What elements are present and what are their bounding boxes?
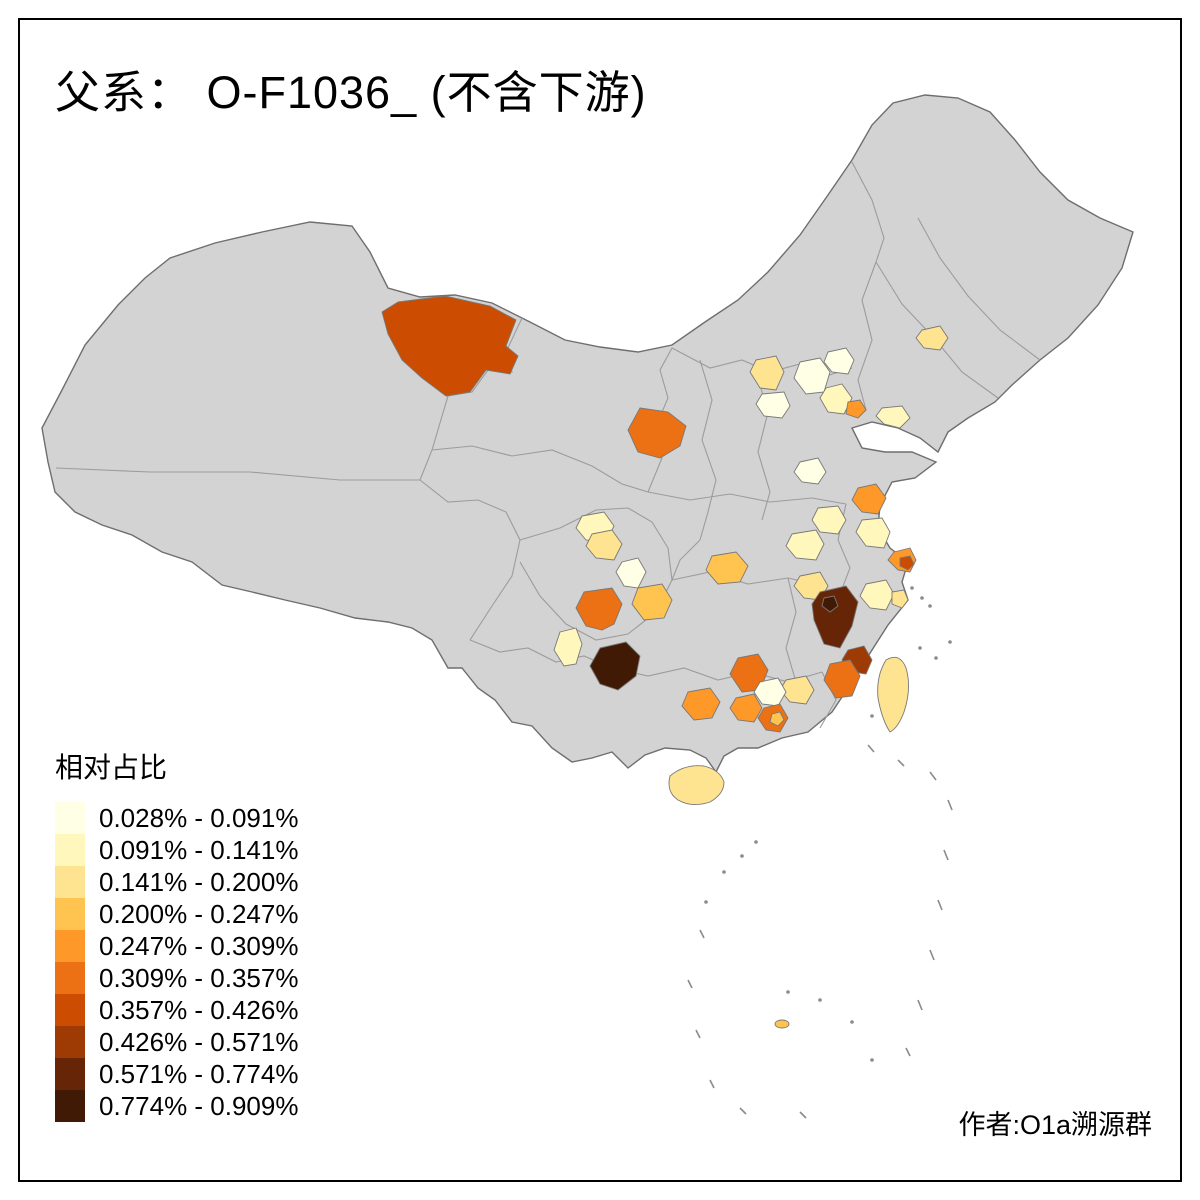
- legend-swatch: [55, 930, 85, 962]
- legend-row: 0.091% - 0.141%: [55, 834, 298, 866]
- legend-label: 0.200% - 0.247%: [99, 898, 299, 929]
- legend-row: 0.028% - 0.091%: [55, 802, 298, 834]
- legend-swatch: [55, 834, 85, 866]
- legend-swatch: [55, 1026, 85, 1058]
- page-title: 父系： O-F1036_ (不含下游): [55, 67, 647, 118]
- legend-label: 0.357% - 0.426%: [99, 994, 299, 1025]
- legend-swatch: [55, 898, 85, 930]
- legend-label: 0.028% - 0.091%: [99, 802, 299, 833]
- map-region-xinjiang-east: [381, 295, 519, 397]
- map-region-chengdu: [585, 529, 623, 561]
- legend-rows: 0.028% - 0.091% 0.091% - 0.141% 0.141% - 0…: [55, 802, 298, 1122]
- map-region-wuzhou: [729, 693, 763, 723]
- map-region-ningxia: [627, 407, 687, 459]
- legend-label: 0.426% - 0.571%: [99, 1026, 299, 1057]
- map-region-chongqing-e: [631, 583, 673, 621]
- legend-label: 0.309% - 0.357%: [99, 962, 299, 993]
- china-mainland: [41, 94, 1134, 774]
- legend-label: 0.091% - 0.141%: [99, 834, 299, 865]
- legend: 相对占比 0.028% - 0.091% 0.091% - 0.141% 0.141…: [55, 746, 298, 1122]
- legend-row: 0.426% - 0.571%: [55, 1026, 298, 1058]
- map-region-tianjin: [819, 383, 853, 415]
- map-region-guizhou: [589, 641, 641, 691]
- legend-row: 0.571% - 0.774%: [55, 1058, 298, 1090]
- map-region-baoding: [755, 391, 791, 419]
- map-region-yunnan-ne: [553, 627, 583, 667]
- map-region-pratas: [774, 1019, 790, 1029]
- map-region-jiangsu-n: [851, 483, 887, 515]
- map-region-hubei: [705, 551, 749, 585]
- legend-row: 0.247% - 0.309%: [55, 930, 298, 962]
- map-region-ningbo: [891, 589, 909, 609]
- legend-title: 相对占比: [55, 752, 168, 783]
- legend-row: 0.141% - 0.200%: [55, 866, 298, 898]
- legend-row: 0.200% - 0.247%: [55, 898, 298, 930]
- map-region-liaoning-w: [915, 325, 949, 351]
- legend-swatch: [55, 802, 85, 834]
- legend-label: 0.247% - 0.309%: [99, 930, 299, 961]
- sea-island-marks: [687, 586, 953, 1119]
- map-region-guangxi-e: [681, 687, 721, 721]
- legend-swatch: [55, 1090, 85, 1122]
- legend-swatch: [55, 866, 85, 898]
- map-region-taiwan: [877, 656, 909, 733]
- map-region-hebei-coast: [845, 399, 867, 419]
- map-region-quzhou-dark: [821, 595, 839, 613]
- legend-label: 0.774% - 0.909%: [99, 1090, 299, 1121]
- map-region-jiangsu-s: [855, 517, 891, 549]
- legend-label: 0.141% - 0.200%: [99, 866, 299, 897]
- attribution-text: 作者:O1a溯源群: [958, 1110, 1152, 1140]
- legend-label: 0.571% - 0.774%: [99, 1058, 299, 1089]
- legend-swatch: [55, 1058, 85, 1090]
- legend-row: 0.357% - 0.426%: [55, 994, 298, 1026]
- map-region-fujian-s: [823, 659, 861, 699]
- legend-row: 0.774% - 0.909%: [55, 1090, 298, 1122]
- map-region-chongqing: [575, 587, 623, 631]
- map-regions: [381, 295, 949, 1029]
- map-region-hainan: [668, 765, 725, 805]
- map-region-chengde: [823, 347, 855, 375]
- map-region-anhui: [785, 529, 825, 561]
- legend-row: 0.309% - 0.357%: [55, 962, 298, 994]
- map-region-zhangjiakou: [749, 355, 785, 391]
- legend-swatch: [55, 994, 85, 1026]
- map-region-delta-dot: [769, 711, 785, 727]
- map-region-shandong: [875, 405, 911, 429]
- map-region-suzhou-dot: [899, 555, 915, 571]
- map-region-zhejiang-e: [859, 579, 895, 611]
- legend-swatch: [55, 962, 85, 994]
- map-region-shanxi-c: [793, 457, 827, 485]
- map-region-henan: [811, 505, 847, 535]
